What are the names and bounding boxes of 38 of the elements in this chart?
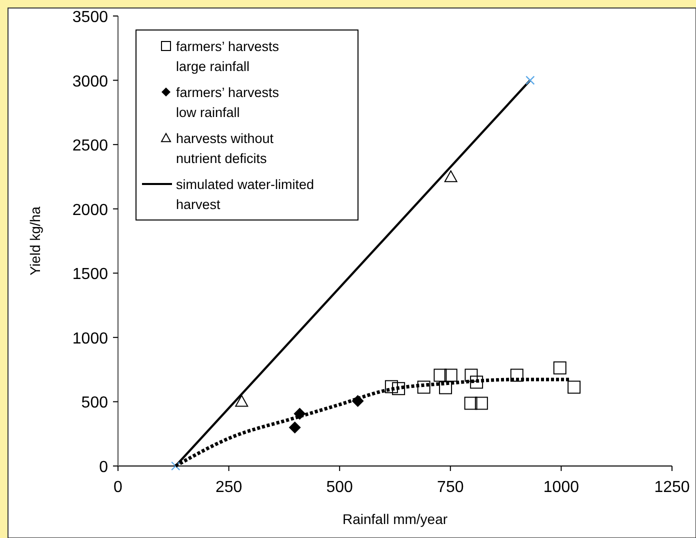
point [470,376,484,389]
x-tick-label: 0 [114,479,123,496]
point [568,380,581,394]
legend-label: harvests without nutrient deficits [176,131,274,166]
y-axis-title: Yield kg/ha [27,206,43,276]
point [444,170,458,182]
x-tick-label: 500 [326,479,354,496]
point [474,396,488,410]
y-tick-label: 3000 [72,73,108,90]
x-tick-label: 1250 [654,479,690,496]
point [171,461,180,471]
point [464,396,478,410]
x-tick-label: 250 [215,479,242,496]
legend-label: farmers’ harvests low rainfall [176,85,280,120]
y-tick-label: 500 [81,394,108,412]
point [434,368,447,382]
point [464,368,478,382]
point [384,380,398,394]
legend-label: simulated water-limited harvest [176,177,314,212]
point [417,380,430,394]
point [444,368,458,382]
point [392,382,406,396]
point [553,361,566,374]
y-tick-label: 1000 [72,330,108,348]
point [510,368,524,382]
point [288,422,301,434]
point [235,394,248,407]
legend-label: farmers’ harvests large rainfall [176,39,280,74]
y-tick-label: 1500 [72,266,108,284]
y-tick-label: 3500 [72,9,108,26]
x-axis-title: Rainfall mm/year [342,511,448,527]
x-tick-label: 1000 [543,479,580,496]
y-tick-label: 0 [99,459,108,476]
point [526,76,535,85]
y-tick-label: 2500 [72,138,108,155]
y-tick-label: 2000 [72,202,108,219]
point [439,381,452,394]
x-tick-label: 750 [437,479,464,496]
